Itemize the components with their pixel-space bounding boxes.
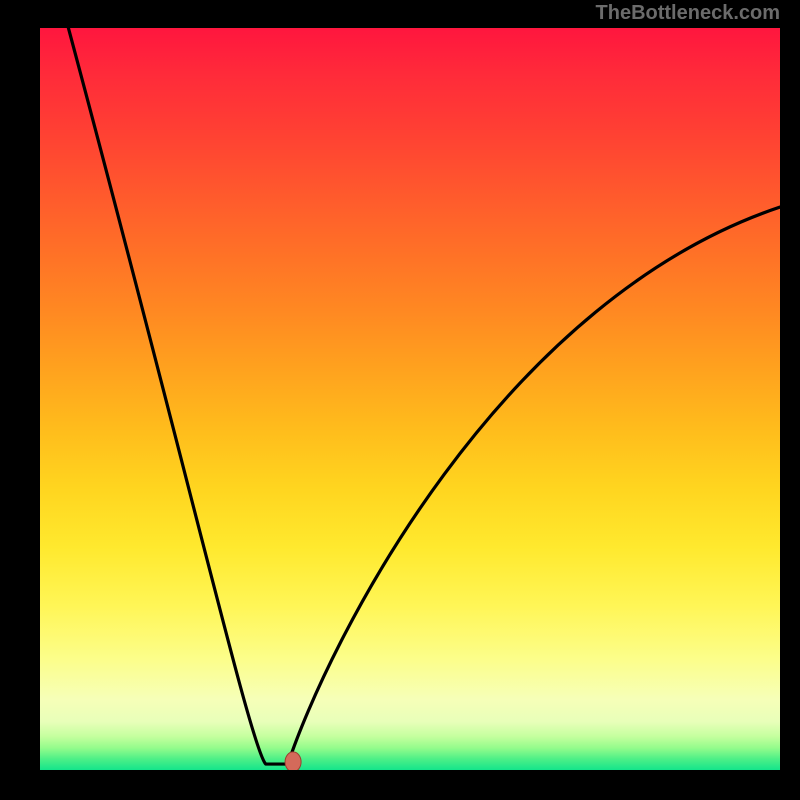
- gradient-background: [40, 28, 780, 770]
- plot-svg: [40, 28, 780, 770]
- chart-frame: TheBottleneck.com: [0, 0, 800, 800]
- watermark-text: TheBottleneck.com: [596, 2, 780, 25]
- optimal-point-marker: [285, 752, 301, 770]
- plot-area: [40, 28, 780, 770]
